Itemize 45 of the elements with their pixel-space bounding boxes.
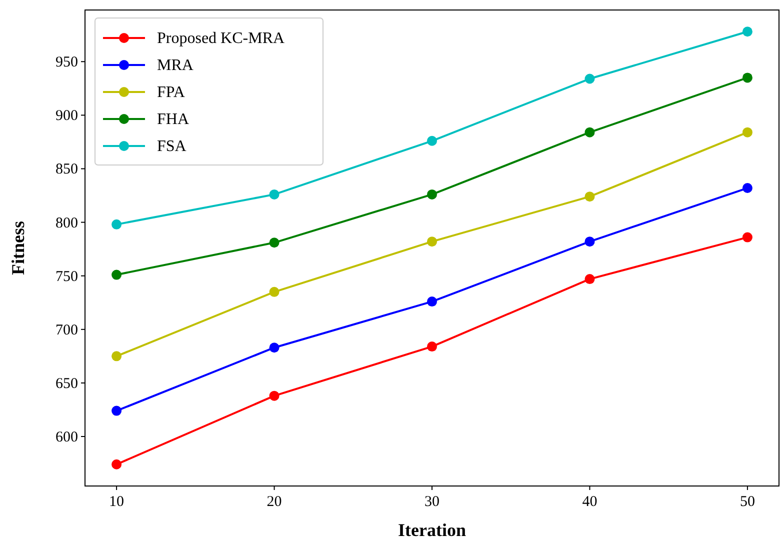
point — [427, 296, 437, 307]
point — [112, 459, 122, 470]
point — [112, 351, 122, 362]
legend-label: Proposed KC-MRA — [157, 30, 286, 47]
y-tick-label: 650 — [56, 376, 78, 392]
legend-label: FSA — [157, 138, 187, 155]
x-tick-label: 10 — [109, 494, 124, 510]
point — [269, 189, 280, 200]
point — [742, 127, 752, 138]
point — [269, 238, 280, 248]
y-axis-title: Fitness — [8, 221, 28, 275]
y-tick-label: 900 — [56, 108, 78, 124]
point — [584, 74, 595, 84]
y-tick-label: 700 — [56, 322, 78, 338]
x-tick-label: 40 — [582, 494, 598, 510]
point — [112, 406, 122, 416]
legend-label: MRA — [157, 57, 194, 74]
point — [427, 342, 437, 352]
x-tick-label: 20 — [266, 494, 282, 510]
point — [742, 26, 752, 37]
point — [269, 390, 280, 401]
x-axis-title: Iteration — [398, 520, 466, 540]
y-tick-label: 600 — [56, 430, 78, 446]
legend-label: FHA — [157, 111, 190, 128]
point — [112, 270, 122, 280]
point — [742, 72, 752, 83]
point — [269, 286, 280, 297]
y-tick-label: 850 — [56, 162, 78, 178]
point — [742, 183, 752, 194]
point — [742, 232, 752, 242]
y-tick-label: 750 — [56, 268, 78, 285]
y-tick-label: 800 — [56, 215, 78, 232]
point — [112, 219, 122, 230]
point — [584, 127, 595, 138]
point — [427, 189, 437, 200]
y-tick-label: 950 — [56, 54, 78, 71]
point — [584, 192, 595, 202]
point — [584, 274, 595, 284]
point — [427, 136, 437, 146]
point — [427, 236, 437, 247]
point — [584, 236, 595, 247]
x-tick-label: 50 — [740, 494, 755, 510]
point — [269, 342, 280, 353]
x-tick-label: 30 — [424, 494, 440, 510]
legend-label: FPA — [157, 84, 186, 101]
